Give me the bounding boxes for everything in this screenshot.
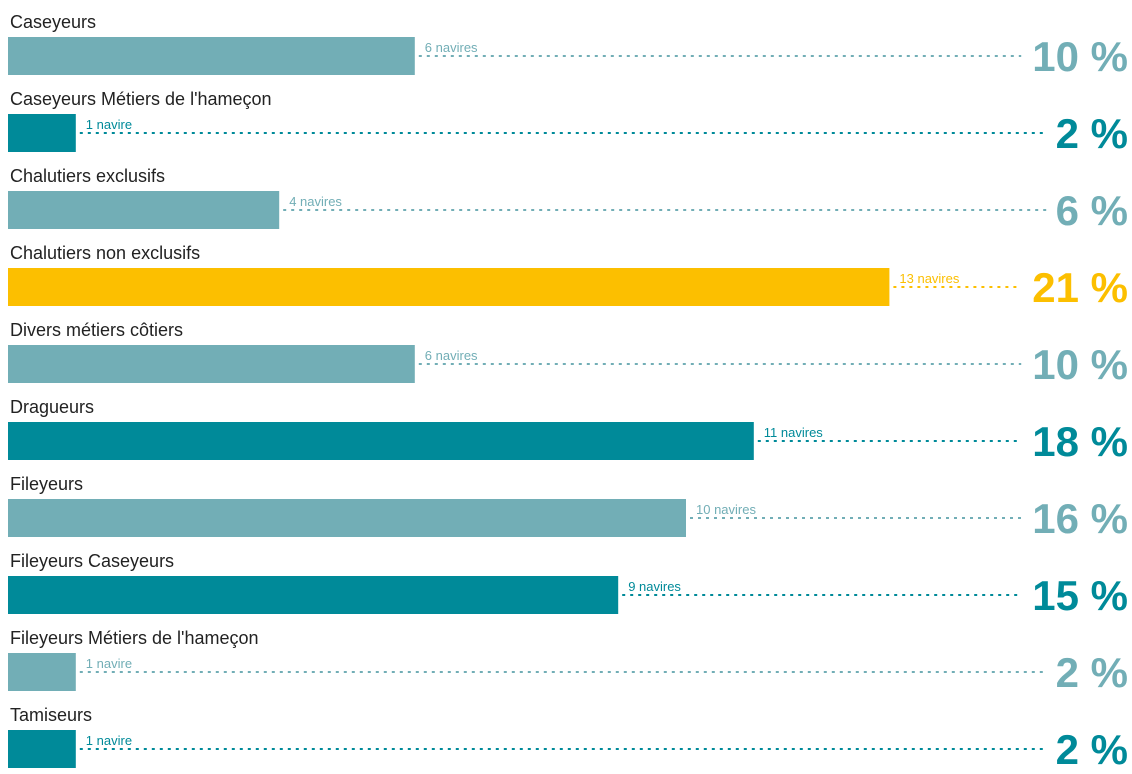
bar-row: Fileyeurs Caseyeurs 9 navires 15 % <box>8 551 1128 619</box>
count-label: 1 navire <box>86 117 132 132</box>
bar <box>8 653 76 691</box>
count-label: 6 navires <box>425 40 478 55</box>
count-label: 1 navire <box>86 656 132 671</box>
bar <box>8 37 415 75</box>
count-label: 10 navires <box>696 502 756 517</box>
bar-row: Caseyeurs Métiers de l'hameçon 1 navire 2 … <box>8 89 1128 157</box>
category-label: Caseyeurs Métiers de l'hameçon <box>10 89 272 109</box>
percentage-label: 21 % <box>1032 264 1128 311</box>
bar-row: Fileyeurs 10 navires 16 % <box>8 474 1128 542</box>
category-label: Divers métiers côtiers <box>10 320 183 340</box>
percentage-label: 15 % <box>1032 572 1128 619</box>
bar <box>8 191 280 229</box>
bar <box>8 422 754 460</box>
bar-row: Chalutiers non exclusifs 13 navires 21 % <box>8 243 1128 311</box>
bar <box>8 576 619 614</box>
bar-row: Chalutiers exclusifs 4 navires 6 % <box>8 166 1128 234</box>
category-label: Fileyeurs Caseyeurs <box>10 551 174 571</box>
count-label: 9 navires <box>628 579 681 594</box>
category-label: Tamiseurs <box>10 705 92 725</box>
bar <box>8 345 415 383</box>
bar-row: Fileyeurs Métiers de l'hameçon 1 navire 2 … <box>8 628 1128 696</box>
percentage-label: 6 % <box>1056 187 1128 234</box>
percentage-label: 16 % <box>1032 495 1128 542</box>
percentage-label: 2 % <box>1056 110 1128 157</box>
bar-row: Dragueurs 11 navires 18 % <box>8 397 1128 465</box>
bar <box>8 268 890 306</box>
percentage-label: 2 % <box>1056 726 1128 769</box>
category-label: Dragueurs <box>10 397 94 417</box>
bar-row: Caseyeurs 6 navires 10 % <box>8 12 1128 80</box>
percentage-label: 10 % <box>1032 341 1128 388</box>
bar-row: Tamiseurs 1 navire 2 % <box>8 705 1128 773</box>
count-label: 13 navires <box>899 271 959 286</box>
category-label: Fileyeurs <box>10 474 83 494</box>
count-label: 11 navires <box>764 425 824 440</box>
bar <box>8 730 76 768</box>
percentage-label: 2 % <box>1056 649 1128 696</box>
count-label: 1 navire <box>86 733 132 748</box>
bar <box>8 114 76 152</box>
category-label: Chalutiers exclusifs <box>10 166 165 186</box>
percentage-label: 18 % <box>1032 418 1128 465</box>
bar-row: Divers métiers côtiers 6 navires 10 % <box>8 320 1128 388</box>
count-label: 4 navires <box>289 194 342 209</box>
category-label: Caseyeurs <box>10 12 96 32</box>
bar <box>8 499 686 537</box>
count-label: 6 navires <box>425 348 478 363</box>
category-label: Chalutiers non exclusifs <box>10 243 200 263</box>
category-label: Fileyeurs Métiers de l'hameçon <box>10 628 259 648</box>
percentage-label: 10 % <box>1032 33 1128 80</box>
